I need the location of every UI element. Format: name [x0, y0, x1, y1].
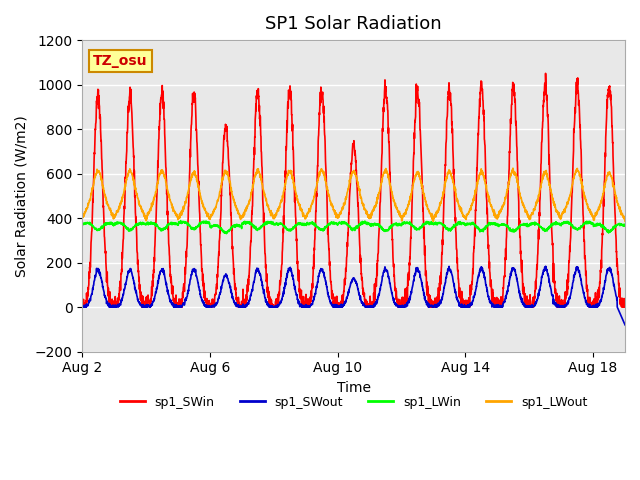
Line: sp1_LWout: sp1_LWout	[82, 168, 625, 221]
sp1_SWout	[621, 322, 629, 328]
sp1_SWout	[78, 303, 86, 309]
sp1_LWout	[121, 184, 129, 190]
sp1_SWout	[188, 268, 196, 274]
sp1_LWin	[121, 223, 129, 228]
X-axis label: Time: Time	[337, 381, 371, 395]
Y-axis label: Solar Radiation (W/m2): Solar Radiation (W/m2)	[15, 115, 29, 276]
sp1_SWin	[189, 102, 196, 108]
sp1_LWin	[78, 222, 86, 228]
sp1_LWin	[189, 226, 196, 231]
sp1_LWout	[195, 187, 203, 192]
sp1_SWin	[78, 302, 86, 308]
sp1_SWout	[541, 264, 549, 269]
sp1_LWout	[506, 175, 514, 180]
sp1_SWout	[241, 302, 249, 308]
sp1_SWout	[377, 284, 385, 289]
sp1_LWout	[621, 218, 629, 224]
sp1_LWout	[78, 213, 86, 218]
Title: SP1 Solar Radiation: SP1 Solar Radiation	[265, 15, 442, 33]
sp1_LWin	[196, 220, 204, 226]
sp1_LWout	[241, 206, 249, 212]
sp1_SWin	[621, 297, 629, 303]
sp1_SWin	[196, 208, 204, 214]
Text: TZ_osu: TZ_osu	[93, 54, 147, 68]
sp1_SWin	[377, 184, 385, 190]
sp1_LWin	[242, 219, 250, 225]
sp1_SWout	[195, 286, 203, 292]
sp1_LWin	[377, 224, 385, 229]
Legend: sp1_SWin, sp1_SWout, sp1_LWin, sp1_LWout: sp1_SWin, sp1_SWout, sp1_LWin, sp1_LWout	[115, 391, 593, 414]
sp1_SWout	[121, 286, 129, 291]
sp1_SWout	[506, 276, 514, 281]
sp1_SWin	[79, 304, 86, 310]
sp1_LWin	[177, 218, 184, 224]
sp1_SWin	[506, 134, 514, 140]
Line: sp1_SWout: sp1_SWout	[82, 266, 625, 325]
sp1_LWout	[188, 174, 196, 180]
Line: sp1_LWin: sp1_LWin	[82, 221, 625, 234]
sp1_SWin	[121, 192, 129, 198]
sp1_LWin	[621, 223, 629, 229]
sp1_LWout	[509, 165, 517, 171]
sp1_LWout	[377, 185, 385, 191]
sp1_LWin	[223, 231, 230, 237]
sp1_SWin	[241, 301, 249, 307]
sp1_LWin	[506, 227, 514, 232]
Line: sp1_SWin: sp1_SWin	[82, 73, 625, 307]
sp1_SWin	[541, 71, 549, 76]
